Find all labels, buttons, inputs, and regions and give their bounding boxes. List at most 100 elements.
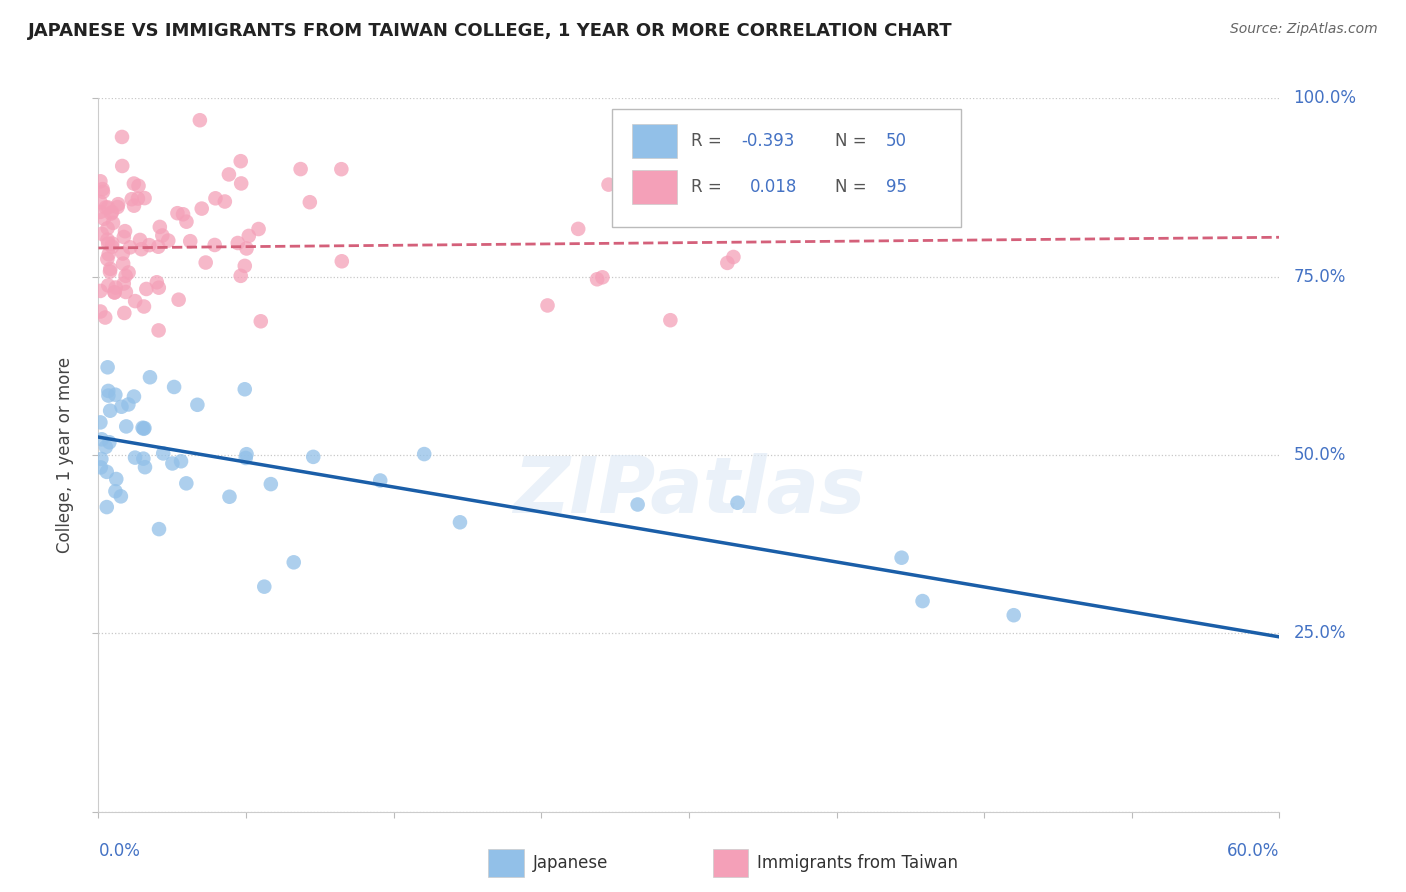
Point <box>111 159 134 173</box>
Point <box>112 306 135 320</box>
Point <box>176 476 198 491</box>
Point <box>186 398 208 412</box>
Point <box>138 238 160 252</box>
Point <box>231 177 253 191</box>
Text: N =: N = <box>835 132 872 150</box>
Point <box>98 261 121 276</box>
Text: 0.0%: 0.0% <box>98 842 141 860</box>
Point <box>132 451 155 466</box>
Point <box>110 489 132 503</box>
Text: R =: R = <box>692 132 727 150</box>
Point <box>134 421 156 435</box>
Point <box>94 310 117 325</box>
Point <box>249 314 271 328</box>
Point <box>112 277 135 291</box>
Point <box>716 256 738 270</box>
Point <box>567 222 589 236</box>
Point <box>176 215 198 229</box>
Text: 100.0%: 100.0% <box>1294 89 1357 107</box>
Point <box>96 500 118 514</box>
Point <box>89 284 111 298</box>
Point <box>148 522 170 536</box>
Point <box>235 450 257 465</box>
Point <box>204 191 226 205</box>
Point <box>90 460 112 475</box>
Text: 50.0%: 50.0% <box>1294 446 1346 464</box>
Point <box>368 474 391 488</box>
Point <box>97 247 120 261</box>
FancyBboxPatch shape <box>633 170 678 204</box>
Point <box>94 201 117 215</box>
FancyBboxPatch shape <box>633 124 678 158</box>
Point <box>727 496 749 510</box>
Point <box>128 178 150 193</box>
Point <box>627 498 650 512</box>
Text: Immigrants from Taiwan: Immigrants from Taiwan <box>758 855 959 872</box>
Point <box>890 550 912 565</box>
Point <box>124 294 146 309</box>
Text: JAPANESE VS IMMIGRANTS FROM TAIWAN COLLEGE, 1 YEAR OR MORE CORRELATION CHART: JAPANESE VS IMMIGRANTS FROM TAIWAN COLLE… <box>28 22 953 40</box>
Point <box>97 278 120 293</box>
Point <box>218 168 240 182</box>
Point <box>98 435 121 450</box>
Point <box>235 447 257 461</box>
Point <box>148 281 170 295</box>
Point <box>613 151 636 165</box>
Point <box>90 227 112 241</box>
FancyBboxPatch shape <box>713 849 748 878</box>
Point <box>229 268 252 283</box>
Point <box>107 200 129 214</box>
Text: 75.0%: 75.0% <box>1294 268 1346 285</box>
Point <box>229 154 252 169</box>
Point <box>129 233 152 247</box>
Point <box>911 594 934 608</box>
Point <box>91 182 114 196</box>
Point <box>330 162 353 177</box>
Point <box>290 162 312 177</box>
Point <box>103 285 125 300</box>
Point <box>214 194 236 209</box>
Text: 25.0%: 25.0% <box>1294 624 1346 642</box>
Point <box>536 298 558 312</box>
Point <box>97 360 120 375</box>
Point <box>413 447 436 461</box>
Point <box>97 236 120 251</box>
Point <box>90 432 112 446</box>
Point <box>148 240 170 254</box>
Point <box>96 233 118 247</box>
Point <box>135 282 157 296</box>
Point <box>97 388 120 402</box>
Text: ZIPatlas: ZIPatlas <box>513 452 865 529</box>
Text: R =: R = <box>692 178 733 196</box>
Point <box>148 323 170 337</box>
Y-axis label: College, 1 year or more: College, 1 year or more <box>56 357 75 553</box>
Point <box>152 446 174 460</box>
Point <box>127 192 149 206</box>
Point <box>101 216 124 230</box>
Point <box>598 178 620 192</box>
Text: Source: ZipAtlas.com: Source: ZipAtlas.com <box>1230 22 1378 37</box>
Text: -0.393: -0.393 <box>741 132 794 150</box>
Point <box>115 285 138 299</box>
Point <box>111 130 134 145</box>
Point <box>134 460 156 475</box>
Point <box>235 242 257 256</box>
Point <box>253 580 276 594</box>
Point <box>117 265 139 279</box>
Text: 50: 50 <box>886 132 907 150</box>
Point <box>172 207 194 221</box>
Point <box>194 255 217 269</box>
Point <box>104 285 127 300</box>
Point <box>146 275 169 289</box>
Point <box>170 454 193 468</box>
Point <box>204 238 226 252</box>
Point <box>98 403 121 417</box>
Point <box>114 268 136 283</box>
Point <box>112 230 135 244</box>
Point <box>330 254 353 268</box>
Point <box>218 490 240 504</box>
Point <box>101 236 124 251</box>
Point <box>104 484 127 499</box>
Text: 95: 95 <box>886 178 907 196</box>
Point <box>167 293 190 307</box>
